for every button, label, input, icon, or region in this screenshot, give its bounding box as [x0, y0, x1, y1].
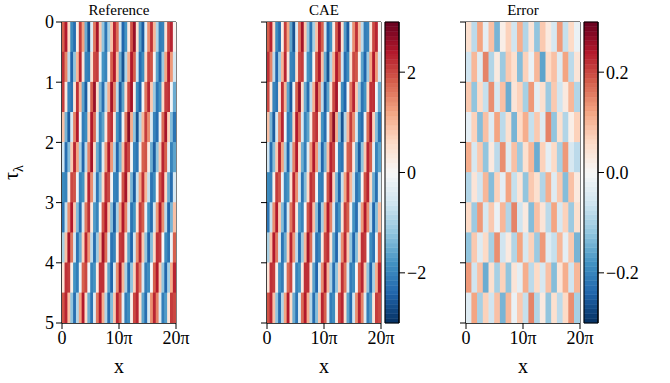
svg-text:1: 1	[45, 73, 54, 93]
svg-text:0: 0	[462, 328, 471, 348]
svg-text:10π: 10π	[105, 328, 132, 348]
svg-text:2: 2	[407, 63, 416, 83]
svg-text:0: 0	[45, 12, 54, 32]
html-text:CAE: CAE	[309, 2, 339, 18]
svg-text:20π: 20π	[367, 328, 394, 348]
svg-text:10π: 10π	[509, 328, 536, 348]
svg-text:5: 5	[45, 313, 54, 333]
svg-text:20π: 20π	[162, 328, 189, 348]
svg-text:0: 0	[263, 328, 272, 348]
svg-text:x: x	[518, 355, 528, 377]
svg-text:0.2: 0.2	[606, 63, 629, 83]
html-text:Reference: Reference	[88, 2, 150, 18]
svg-text:20π: 20π	[566, 328, 593, 348]
svg-text:τλ: τλ	[0, 165, 26, 180]
svg-text:x: x	[114, 355, 124, 377]
svg-text:10π: 10π	[310, 328, 337, 348]
svg-text:3: 3	[45, 193, 54, 213]
svg-text:0: 0	[58, 328, 67, 348]
svg-text:x: x	[319, 355, 329, 377]
svg-text:0: 0	[407, 163, 416, 183]
html-text:Error: Error	[507, 2, 539, 18]
svg-text:2: 2	[45, 133, 54, 153]
svg-text:−0.2: −0.2	[606, 263, 639, 283]
svg-text:−2: −2	[407, 263, 426, 283]
svg-text:0.0: 0.0	[606, 163, 629, 183]
svg-text:4: 4	[45, 253, 54, 273]
